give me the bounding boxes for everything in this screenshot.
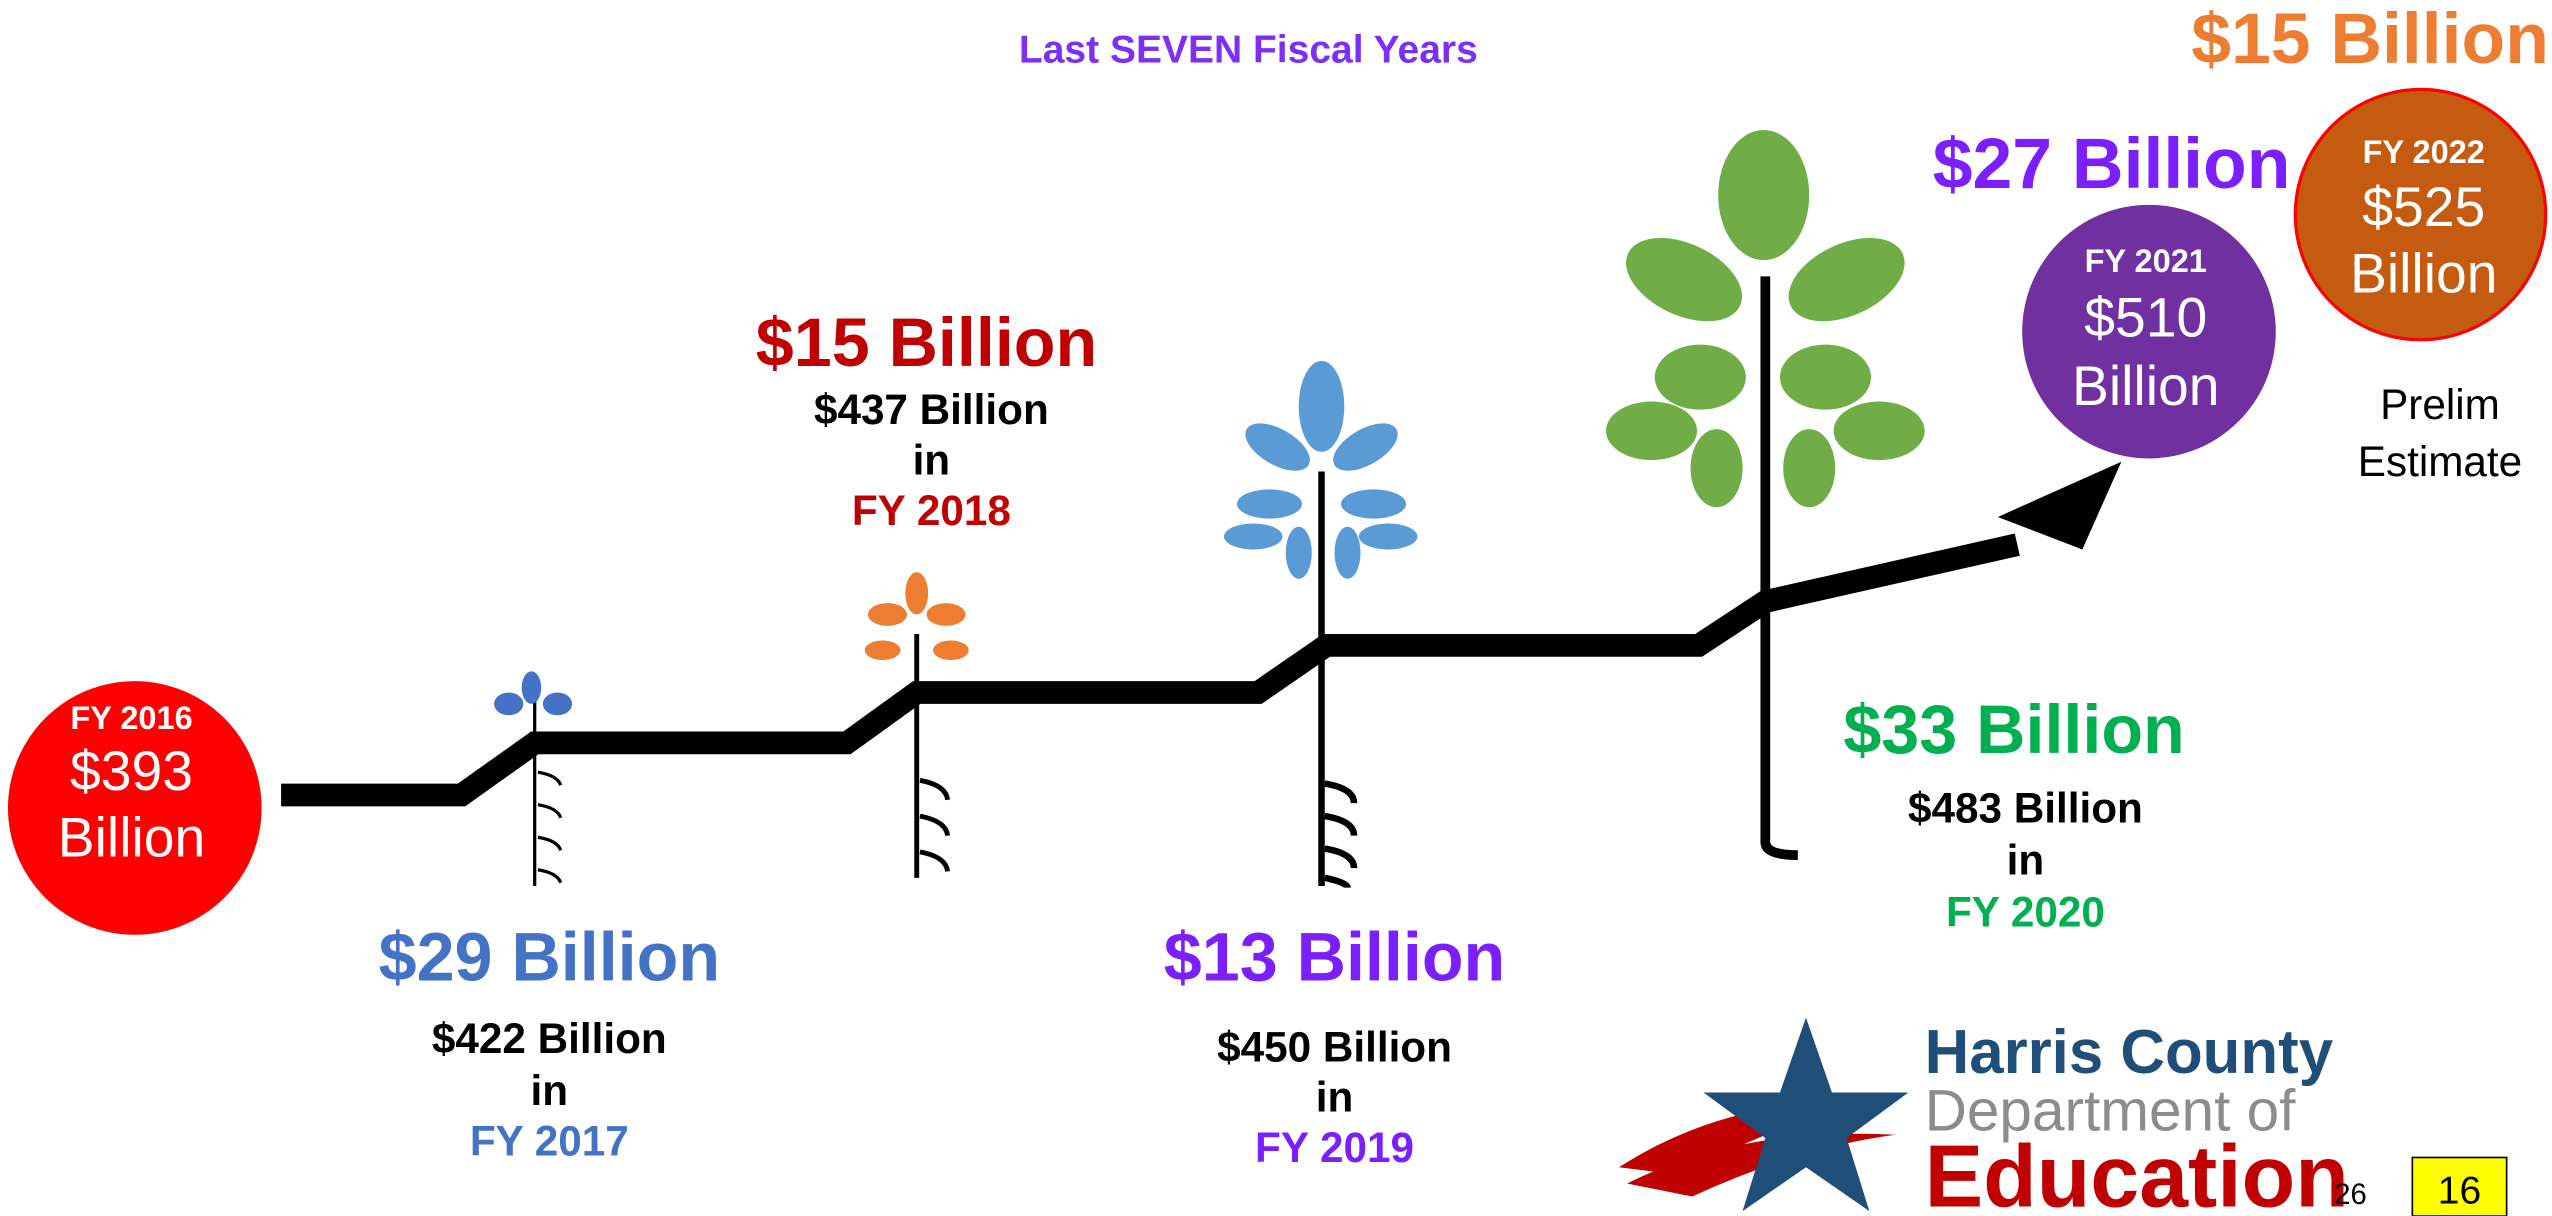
bubble-unit: Billion — [2350, 243, 2497, 305]
in: in — [1316, 1074, 1354, 1121]
slide-badge-box — [2411, 1156, 2508, 1216]
bubble-unit: Billion — [2072, 355, 2219, 417]
increase-2018: $15 Billion $437 Billion in FY 2018 — [756, 305, 1097, 534]
bubble-amount: $510 — [2084, 286, 2207, 348]
logo: Harris County Department of Education — [1619, 1017, 2349, 1216]
bubble-amount: $525 — [2362, 176, 2485, 238]
fiscal-year: FY 2019 — [1255, 1124, 1414, 1171]
plant-large-stem — [1760, 276, 1798, 860]
increase-amount: $13 Billion — [1164, 919, 1505, 995]
total: $422 Billion — [432, 1015, 667, 1062]
logo-line: Education — [1925, 1128, 2349, 1216]
bubble-unit: Billion — [58, 807, 205, 869]
increase-2020: $33 Billion $483 Billion in FY 2020 — [1843, 692, 2184, 936]
logo-line: Department of — [1925, 1079, 2297, 1144]
bubble-fy: FY 2016 — [70, 700, 192, 736]
total: $450 Billion — [1217, 1023, 1452, 1070]
plant-medium — [1318, 471, 1358, 889]
plant-small — [914, 634, 951, 878]
small-leaves — [864, 572, 969, 661]
in: in — [913, 436, 951, 483]
bubble-fy2022 — [2293, 87, 2548, 342]
in: in — [531, 1067, 569, 1114]
in: in — [2007, 836, 2045, 883]
growth-path — [281, 533, 2020, 807]
page-number: 26 — [2334, 1179, 2367, 1211]
bubble-fy2016 — [7, 681, 262, 935]
large-leaves — [1606, 130, 1925, 508]
fiscal-year: FY 2020 — [1946, 888, 2105, 935]
total: $437 Billion — [814, 386, 1049, 433]
note: Prelim — [2380, 381, 2500, 428]
total: $483 Billion — [1908, 784, 2143, 831]
bubble-amount: $393 — [70, 740, 193, 802]
increase-2017: $29 Billion $422 Billion in FY 2017 — [379, 919, 720, 1164]
bubble-fy: FY 2021 — [2085, 243, 2207, 279]
increase-2019: $13 Billion $450 Billion in FY 2019 — [1164, 919, 1505, 1171]
medium-leaves — [1223, 360, 1418, 579]
increase-amount: $15 Billion — [756, 305, 1097, 381]
bubble-fy: FY 2022 — [2363, 134, 2485, 170]
fiscal-year: FY 2018 — [852, 487, 1011, 534]
sprout-leaves — [494, 671, 573, 716]
increase-amount: $29 Billion — [379, 919, 720, 995]
increase-amount: $15 Billion — [2191, 0, 2549, 79]
fiscal-year: FY 2017 — [470, 1118, 629, 1165]
arrow-head — [1997, 461, 2122, 550]
increase-amount: $33 Billion — [1843, 692, 2184, 768]
subtitle: Last SEVEN Fiscal Years — [1019, 28, 1478, 71]
increase-amount: $27 Billion — [1933, 124, 2291, 204]
bubble-fy2021 — [2022, 204, 2276, 459]
note: Estimate — [2358, 438, 2522, 485]
plant-sprout — [533, 699, 563, 886]
logo-line: Harris County — [1925, 1018, 2334, 1087]
slide-badge: 16 — [2438, 1170, 2481, 1213]
